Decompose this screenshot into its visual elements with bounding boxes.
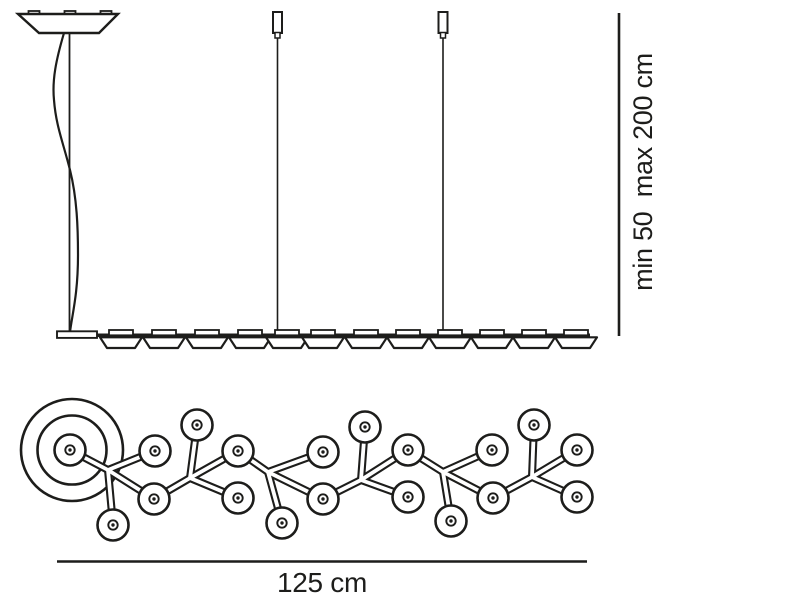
canopy-circle-top-view xyxy=(19,397,125,503)
lamp-head-side xyxy=(141,336,187,350)
lamp-head-side xyxy=(264,336,310,350)
canopy-plate xyxy=(14,12,121,35)
ceiling-fitting xyxy=(437,11,449,34)
ceiling-fitting-neck xyxy=(274,31,281,39)
led-head-dot xyxy=(195,423,199,427)
power-cord xyxy=(52,32,80,333)
led-head-dot xyxy=(321,450,325,454)
height-dimension-label: min 50 max 200 cm xyxy=(628,53,658,291)
ceiling-fitting xyxy=(272,11,283,34)
lamp-head-boss xyxy=(437,329,463,337)
dimension-lines xyxy=(57,13,621,563)
lamp-head-side xyxy=(469,336,515,350)
led-head-dot xyxy=(68,448,72,452)
lamp-head-side xyxy=(343,336,389,350)
lamp-head-boss xyxy=(353,329,379,337)
lamp-head-side xyxy=(511,336,557,350)
led-head-dot xyxy=(153,449,157,453)
lamp-head-side xyxy=(98,336,144,350)
lamp-head-boss xyxy=(521,329,547,337)
led-head-dot xyxy=(575,495,579,499)
led-head-dot xyxy=(406,495,410,499)
lamp-head-side xyxy=(427,336,473,350)
lamp-head-boss xyxy=(395,329,421,337)
ceiling-fitting-neck xyxy=(439,31,447,39)
led-head-dot xyxy=(363,425,367,429)
led-head-dot xyxy=(236,496,240,500)
led-head-dot xyxy=(111,523,115,527)
width-dimension-label: 125 cm xyxy=(276,567,368,598)
top-view xyxy=(19,397,594,542)
lamp-head-side xyxy=(553,336,599,350)
bar-end-cap xyxy=(56,330,98,339)
led-head-dot xyxy=(280,521,284,525)
lamp-head-side xyxy=(385,336,431,350)
lamp-head-boss xyxy=(310,329,336,337)
led-head-dot xyxy=(321,497,325,501)
lamp-head-boss xyxy=(274,329,300,337)
side-view xyxy=(14,10,599,350)
lamp-head-boss xyxy=(237,329,263,337)
lamp-head-boss xyxy=(151,329,177,337)
led-head-dot xyxy=(532,423,536,427)
canopy-circle-top-view xyxy=(36,414,108,486)
led-head-dot xyxy=(152,497,156,501)
led-head-dot xyxy=(575,448,579,452)
lamp-head-boss xyxy=(479,329,505,337)
lamp-head-side xyxy=(227,336,273,350)
led-head-dot xyxy=(406,448,410,452)
led-head-dot xyxy=(236,449,240,453)
lamp-head-side xyxy=(300,336,346,350)
lamp-head-boss xyxy=(108,329,134,337)
lamp-head-side xyxy=(184,336,230,350)
led-head-dot xyxy=(449,519,453,523)
led-head-dot xyxy=(490,448,494,452)
led-head-dot xyxy=(491,496,495,500)
lamp-head-boss xyxy=(194,329,220,337)
lamp-head-boss xyxy=(563,329,589,337)
